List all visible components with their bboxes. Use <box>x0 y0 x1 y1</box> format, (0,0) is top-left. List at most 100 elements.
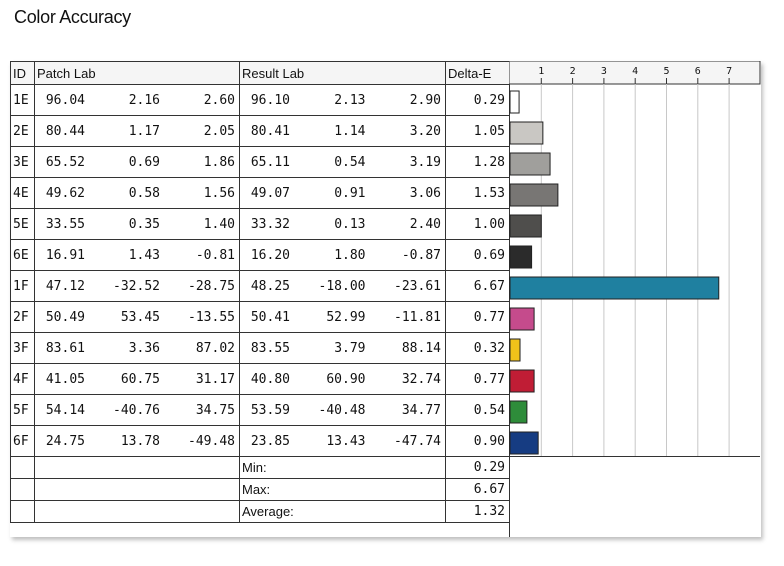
result-b-value: -11.81 <box>394 309 441 325</box>
patch-l-value: 96.04 <box>45 92 85 108</box>
patch-lab-cell: 80.44 1.17 2.05 <box>34 115 240 147</box>
summary-value: 6.67 <box>445 478 510 501</box>
result-b-value: -0.87 <box>401 247 441 263</box>
result-b-value: 32.74 <box>401 371 441 387</box>
result-lab-cell: 53.59 -40.48 34.77 <box>239 394 446 426</box>
patch-lab-cell: 47.12 -32.52 -28.75 <box>34 270 240 302</box>
bar-6E <box>509 245 533 269</box>
result-a-value: 60.90 <box>326 371 366 387</box>
result-a-value: 13.43 <box>326 433 366 449</box>
summary-blank-patch <box>34 456 240 479</box>
result-lab-cell: 83.55 3.79 88.14 <box>239 332 446 364</box>
bar-1E <box>509 90 520 114</box>
result-l-value: 53.59 <box>250 402 290 418</box>
summary-blank-id <box>10 456 35 479</box>
patch-l-value: 24.75 <box>45 433 85 449</box>
patch-b-value: -13.55 <box>188 309 235 325</box>
tick-label: 2 <box>570 66 576 77</box>
summary-blank-patch <box>34 500 240 523</box>
patch-b-value: -49.48 <box>188 433 235 449</box>
patch-l-value: 41.05 <box>45 371 85 387</box>
bar-2F <box>509 307 535 331</box>
result-l-value: 48.25 <box>250 278 290 294</box>
patch-id: 3E <box>10 146 35 178</box>
delta-e-value: 1.28 <box>445 146 510 178</box>
tick-label: 4 <box>632 66 638 77</box>
patch-id: 6F <box>10 425 35 457</box>
patch-l-value: 49.62 <box>45 185 85 201</box>
delta-e-bar-chart: 1 2 3 4 5 6 7 <box>509 61 761 537</box>
patch-a-value: 0.69 <box>128 154 160 170</box>
delta-e-value: 1.05 <box>445 115 510 147</box>
summary-label: Average: <box>239 500 446 523</box>
bar-4E <box>509 183 559 207</box>
patch-a-value: 13.78 <box>120 433 160 449</box>
patch-lab-cell: 54.14 -40.76 34.75 <box>34 394 240 426</box>
table-row: 3F 83.61 3.36 87.02 83.55 3.79 88.14 0.32 <box>10 332 510 364</box>
summary-row: Min: 0.29 <box>10 456 510 479</box>
bar-3F <box>509 338 521 362</box>
table-row: 5E 33.55 0.35 1.40 33.32 0.13 2.40 1.00 <box>10 208 510 240</box>
patch-id: 5F <box>10 394 35 426</box>
result-a-value: 3.79 <box>334 340 366 356</box>
patch-a-value: 2.16 <box>128 92 160 108</box>
bar-6F <box>509 431 539 455</box>
patch-id: 6E <box>10 239 35 271</box>
header-delta-e: Delta-E <box>445 61 510 85</box>
result-a-value: 0.13 <box>334 216 366 232</box>
delta-e-value: 6.67 <box>445 270 510 302</box>
patch-l-value: 54.14 <box>45 402 85 418</box>
patch-a-value: 1.17 <box>128 123 160 139</box>
chart-header-band <box>509 61 761 85</box>
bar-2E <box>509 121 544 145</box>
summary-value: 0.29 <box>445 456 510 479</box>
patch-lab-cell: 24.75 13.78 -49.48 <box>34 425 240 457</box>
patch-l-value: 47.12 <box>45 278 85 294</box>
table-row: 3E 65.52 0.69 1.86 65.11 0.54 3.19 1.28 <box>10 146 510 178</box>
header-id: ID <box>10 61 35 85</box>
delta-e-value: 0.69 <box>445 239 510 271</box>
delta-e-value: 1.00 <box>445 208 510 240</box>
result-b-value: 3.20 <box>409 123 441 139</box>
patch-l-value: 80.44 <box>45 123 85 139</box>
result-l-value: 65.11 <box>250 154 290 170</box>
result-l-value: 23.85 <box>250 433 290 449</box>
patch-a-value: 53.45 <box>120 309 160 325</box>
table-row: 4E 49.62 0.58 1.56 49.07 0.91 3.06 1.53 <box>10 177 510 209</box>
header-patch-lab: Patch Lab <box>34 61 240 85</box>
result-a-value: 0.54 <box>334 154 366 170</box>
summary-row: Average: 1.32 <box>10 500 510 523</box>
summary-blank-id <box>10 500 35 523</box>
summary-label: Min: <box>239 456 446 479</box>
result-b-value: 34.77 <box>401 402 441 418</box>
result-l-value: 96.10 <box>250 92 290 108</box>
patch-lab-cell: 50.49 53.45 -13.55 <box>34 301 240 333</box>
summary-value: 1.32 <box>445 500 510 523</box>
patch-a-value: -40.76 <box>113 402 160 418</box>
result-b-value: 3.19 <box>409 154 441 170</box>
result-b-value: 2.40 <box>409 216 441 232</box>
patch-b-value: 1.86 <box>203 154 235 170</box>
result-lab-cell: 80.41 1.14 3.20 <box>239 115 446 147</box>
result-l-value: 16.20 <box>250 247 290 263</box>
patch-l-value: 33.55 <box>45 216 85 232</box>
delta-e-value: 0.77 <box>445 363 510 395</box>
patch-b-value: 2.60 <box>203 92 235 108</box>
patch-id: 4E <box>10 177 35 209</box>
patch-lab-cell: 41.05 60.75 31.17 <box>34 363 240 395</box>
result-a-value: 1.14 <box>334 123 366 139</box>
patch-lab-cell: 49.62 0.58 1.56 <box>34 177 240 209</box>
patch-id: 4F <box>10 363 35 395</box>
bar-3E <box>509 152 551 176</box>
header-result-lab: Result Lab <box>239 61 446 85</box>
patch-id: 3F <box>10 332 35 364</box>
patch-b-value: 31.17 <box>195 371 235 387</box>
result-lab-cell: 96.10 2.13 2.90 <box>239 84 446 116</box>
table-row: 1F 47.12 -32.52 -28.75 48.25 -18.00 -23.61 6.67 <box>10 270 510 302</box>
table-row: 5F 54.14 -40.76 34.75 53.59 -40.48 34.77 0.54 <box>10 394 510 426</box>
page-title: Color Accuracy <box>14 7 131 27</box>
patch-a-value: 60.75 <box>120 371 160 387</box>
tick-label: 1 <box>538 66 544 77</box>
patch-lab-cell: 16.91 1.43 -0.81 <box>34 239 240 271</box>
patch-a-value: 0.58 <box>128 185 160 201</box>
